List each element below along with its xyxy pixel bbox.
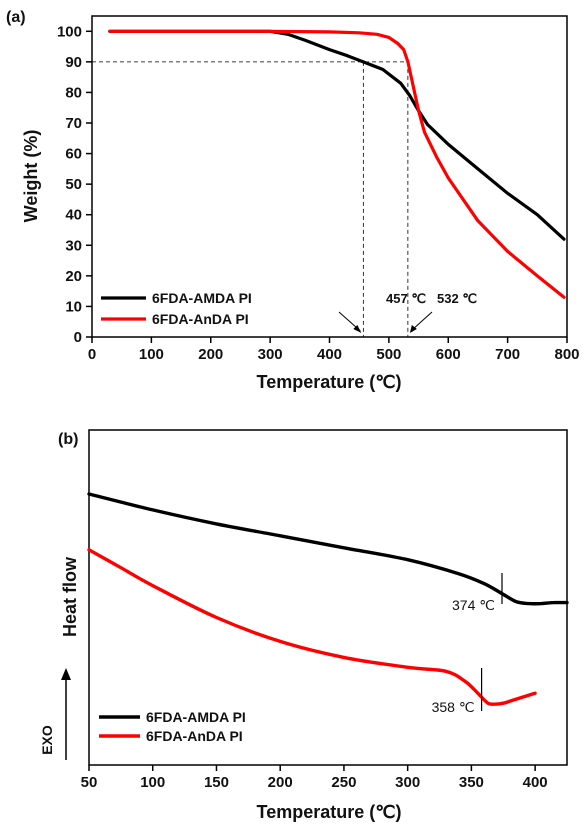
panel-a: (a) 0 100 200 300 400 500 600 700 800 0 10 20 30 40 5…: [6, 9, 580, 392]
panel-a-xtick-label: 700: [495, 346, 520, 363]
panel-a-series-line-1: [108, 29, 566, 241]
panel-b-legend-label: 6FDA-AMDA PI: [146, 709, 246, 725]
panel-a-xtick-label: 400: [317, 346, 342, 363]
panel-a-arrowhead-icon: [409, 325, 417, 333]
panel-a-xtick-label: 0: [88, 346, 96, 363]
panel-b-xtick-label: 350: [459, 774, 484, 791]
panel-a-xtick-label: 800: [554, 346, 579, 363]
panel-a-ytick-label: 90: [65, 54, 82, 71]
panel-b-xtick-label: 100: [140, 774, 165, 791]
panel-b-legend-label: 6FDA-AnDA PI: [146, 728, 243, 744]
panel-a-legend-label: 6FDA-AnDA PI: [152, 311, 249, 327]
panel-b-xlabel: Temperature (℃): [257, 802, 402, 822]
panel-b-series-line-2: [87, 548, 537, 706]
panel-a-ytick-label: 0: [74, 329, 82, 346]
panel-a-xtick-label: 300: [258, 346, 283, 363]
panel-a-ytick-label: 20: [65, 268, 82, 285]
panel-a-ytick-label: 60: [65, 146, 82, 163]
panel-b-xtick-label: 300: [395, 774, 420, 791]
panel-a-ytick-label: 10: [65, 298, 82, 315]
panel-a-ytick-label: 40: [65, 207, 82, 224]
panel-a-ytick-label: 100: [57, 23, 82, 40]
panel-a-legend-label: 6FDA-AMDA PI: [152, 290, 252, 306]
panel-a-xtick-label: 500: [376, 346, 401, 363]
panel-b-xtick-label: 50: [81, 774, 98, 791]
panel-a-ytick-label: 70: [65, 115, 82, 132]
panel-a-ytick-label: 80: [65, 84, 82, 101]
panel-a-legend: 6FDA-AMDA PI 6FDA-AnDA PI: [101, 290, 252, 327]
panel-a-ylabel: Weight (%): [21, 130, 41, 223]
panel-a-ytick-label: 50: [65, 176, 82, 193]
panel-b-annotation: 358 ℃: [432, 699, 475, 715]
panel-b-xtick-label: 200: [268, 774, 293, 791]
panel-a-annotation: 532 ℃: [437, 291, 477, 306]
panel-a-xtick-label: 600: [436, 346, 461, 363]
exo-arrow-icon: [61, 668, 71, 760]
panel-b: (b) 50 100 150 200 250 300 350 400 374 ℃ 358 ℃ 6…: [39, 429, 569, 822]
panel-b-label: (b): [58, 431, 78, 448]
panel-a-xtick-label: 100: [139, 346, 164, 363]
panel-a-series-line-2: [108, 29, 566, 299]
panel-a-ytick-label: 30: [65, 237, 82, 254]
panel-b-xtick-label: 150: [204, 774, 229, 791]
panel-b-annotation: 374 ℃: [452, 597, 495, 613]
panel-b-xtick-label: 400: [523, 774, 548, 791]
panel-b-xtick-label: 250: [331, 774, 356, 791]
exo-label: EXO: [39, 725, 55, 755]
panel-b-legend: 6FDA-AMDA PI 6FDA-AnDA PI: [99, 709, 246, 744]
panel-a-annotation: 457 ℃: [386, 291, 426, 306]
panel-a-xtick-label: 200: [198, 346, 223, 363]
panel-a-xlabel: Temperature (℃): [257, 372, 402, 392]
panel-b-series-line-1: [87, 492, 569, 606]
panel-a-frame: [91, 15, 568, 338]
panel-b-ylabel: Heat flow: [60, 556, 80, 637]
panel-a-label: (a): [6, 9, 26, 26]
panel-a-arrowhead-icon: [353, 325, 362, 333]
panel-b-frame: [88, 429, 568, 766]
